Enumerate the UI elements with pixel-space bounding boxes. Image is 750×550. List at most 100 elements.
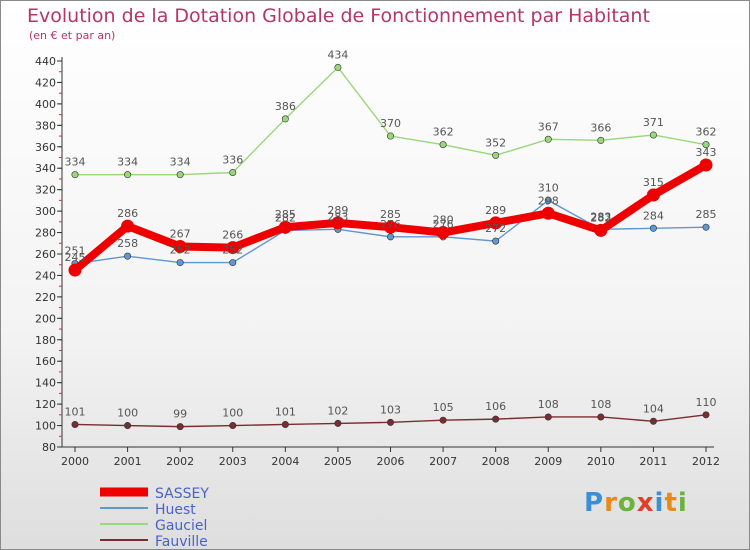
data-point — [646, 188, 660, 202]
logo-letter: i — [654, 488, 665, 518]
data-label: 100 — [222, 407, 243, 420]
data-label: 289 — [485, 204, 506, 217]
data-point — [544, 135, 552, 143]
data-point — [492, 237, 500, 245]
data-point — [331, 216, 345, 230]
x-tick-label: 2004 — [271, 455, 299, 468]
data-point — [489, 216, 503, 230]
data-point — [492, 415, 500, 423]
data-label: 105 — [433, 401, 454, 414]
data-point — [281, 420, 289, 428]
labels-gauciel: 334 334 334 336 386 434 370 362 352 367 366 371 362 — [65, 48, 717, 168]
series-fauville — [71, 411, 710, 431]
logo-letter: i — [677, 488, 688, 518]
x-tick-label: 2003 — [219, 455, 247, 468]
y-tick-label: 180 — [35, 334, 56, 347]
data-point — [649, 131, 657, 139]
data-point — [386, 418, 394, 426]
chart-title: Evolution de la Dotation Globale de Fonc… — [27, 5, 650, 27]
data-label: 386 — [275, 100, 296, 113]
data-point — [334, 419, 342, 427]
proxiti-logo: Proxiti — [584, 488, 688, 518]
data-label: 245 — [65, 251, 86, 264]
data-label: 283 — [327, 210, 348, 223]
data-point — [702, 411, 710, 419]
x-tick-label: 2011 — [639, 455, 667, 468]
data-label: 285 — [696, 208, 717, 221]
y-tick-label: 160 — [35, 355, 56, 368]
chart-subtitle: (en € et par an) — [29, 29, 116, 42]
data-point — [439, 416, 447, 424]
data-point — [492, 151, 500, 159]
data-point — [544, 413, 552, 421]
x-tick-label: 2007 — [429, 455, 457, 468]
data-label: 334 — [117, 156, 138, 169]
data-point — [439, 141, 447, 149]
data-label: 106 — [485, 400, 506, 413]
data-point — [386, 233, 394, 241]
x-tick-label: 2000 — [61, 455, 89, 468]
labels-fauville: 101 100 99 100 101 102 103 105 106 108 108 104 110 — [65, 396, 717, 421]
data-label: 108 — [590, 398, 611, 411]
x-tick-label: 2006 — [377, 455, 405, 468]
data-label: 282 — [590, 211, 611, 224]
y-tick-label: 140 — [35, 377, 56, 390]
data-label: 110 — [696, 396, 717, 409]
data-label: 367 — [538, 120, 559, 133]
y-tick-label: 80 — [42, 441, 56, 454]
data-point — [176, 423, 184, 431]
y-tick-label: 280 — [35, 227, 56, 240]
y-tick-label: 360 — [35, 141, 56, 154]
logo-letter: x — [636, 488, 655, 518]
legend-label: Gauciel — [155, 518, 207, 534]
x-tick-label: 2012 — [692, 455, 720, 468]
data-point — [597, 413, 605, 421]
data-label: 289 — [327, 204, 348, 217]
data-label: 272 — [485, 222, 506, 235]
legend-label: Huest — [155, 502, 196, 518]
data-point — [384, 220, 397, 234]
data-point — [541, 206, 555, 220]
logo-letter: o — [617, 488, 637, 518]
data-label: 310 — [538, 181, 559, 194]
x-tick-label: 2008 — [482, 455, 510, 468]
y-tick-label: 220 — [35, 291, 56, 304]
x-tick-label: 2002 — [166, 455, 194, 468]
data-point — [544, 196, 552, 204]
data-label: 99 — [173, 408, 187, 421]
y-tick-label: 300 — [35, 205, 56, 218]
data-point — [176, 171, 184, 179]
series-sassey — [68, 158, 713, 277]
data-label: 108 — [538, 398, 559, 411]
data-label: 276 — [433, 218, 454, 231]
data-label: 352 — [485, 136, 506, 149]
data-label: 267 — [170, 227, 191, 240]
data-point — [229, 259, 237, 267]
data-label: 366 — [590, 121, 611, 134]
data-label: 371 — [643, 116, 664, 129]
y-tick-label: 340 — [35, 162, 56, 175]
data-point — [68, 263, 82, 277]
data-label: 251 — [65, 245, 86, 258]
x-tick-label: 2009 — [534, 455, 562, 468]
data-point — [436, 226, 450, 240]
logo-letter: P — [584, 488, 605, 518]
data-label: 362 — [433, 126, 454, 139]
logo-letter: r — [604, 488, 618, 518]
data-label: 315 — [643, 176, 664, 189]
y-tick-label: 260 — [35, 248, 56, 261]
data-point — [702, 223, 710, 231]
data-label: 362 — [696, 126, 717, 139]
data-point — [649, 417, 657, 425]
y-tick-label: 400 — [35, 98, 56, 111]
data-label: 252 — [170, 244, 191, 257]
data-label: 286 — [117, 207, 138, 220]
x-tick-label: 2010 — [587, 455, 615, 468]
series-gauciel — [71, 63, 710, 179]
data-point — [229, 169, 237, 177]
y-tick-label: 120 — [35, 398, 56, 411]
